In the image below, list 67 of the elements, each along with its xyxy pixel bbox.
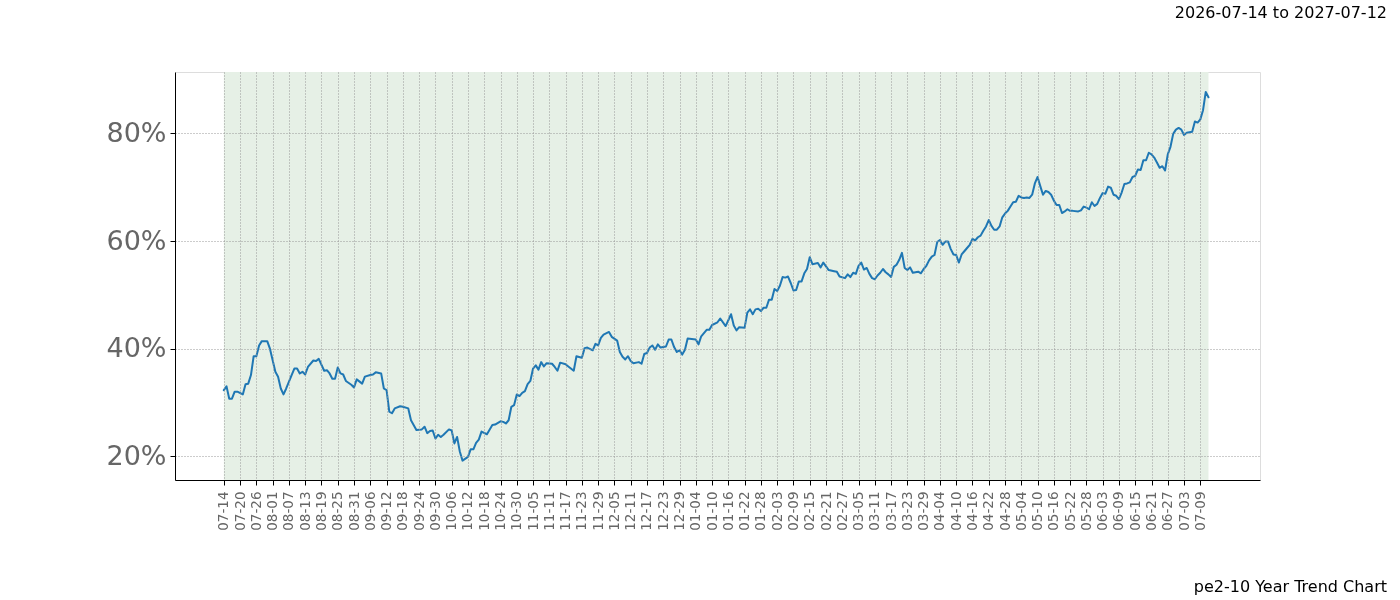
x-tick-label: 08-01 [264,491,281,531]
x-tick-label: 10-30 [508,491,525,531]
x-tick-label: 10-24 [492,491,508,531]
x-tick-label: 11-29 [589,491,606,531]
x-tick-label: 06-21 [1143,491,1159,531]
x-tick-label: 09-12 [378,491,395,531]
x-tick-label: 08-13 [296,491,313,531]
x-tick-label: 01-10 [703,491,720,531]
text: pe2-10 Year Trend Chart [1193,577,1387,596]
x-tick-label: 07-09 [1191,491,1208,531]
x-tick-label: 05-16 [1045,491,1062,531]
chart-title: 2026-07-14 to 2027-07-12 [1174,3,1387,22]
x-tick-label: 08-25 [329,491,346,531]
x-tick-label: 07-26 [247,491,264,531]
x-tick-label: 08-31 [345,491,362,531]
x-tick-label: 06-15 [1126,491,1143,531]
x-tick-label: 11-05 [524,491,541,531]
x-tick-label: 01-28 [752,491,769,531]
x-tick-label: 09-24 [410,491,427,531]
x-tick-label: 10-06 [443,491,460,531]
x-tick-label: 11-23 [573,491,590,531]
x-tick-label: 12-17 [638,491,655,531]
x-tick-label: 12-23 [654,491,671,531]
x-tick-label: 03-05 [850,491,867,531]
x-tick-label: 08-07 [280,491,297,531]
x-tick-label: 06-27 [1159,491,1176,531]
y-tick-label: 80% [106,116,167,148]
x-tick-label: 09-06 [361,491,378,531]
y-tick-label: 60% [106,224,167,256]
x-tick-label: 05-22 [1061,491,1078,531]
x-tick-label: 10-12 [459,491,476,531]
x-tick-label: 05-10 [1029,491,1046,531]
x-tick-label: 09-18 [394,491,411,531]
x-tick-label: 01-04 [687,491,704,531]
x-tick-label: 04-22 [980,491,997,531]
x-tick-label: 10-18 [475,491,492,531]
x-tick-label: 03-23 [898,491,915,531]
x-tick-label: 04-16 [963,491,980,531]
x-tick-label: 12-29 [671,491,688,531]
x-tick-label: 01-22 [736,491,753,531]
x-tick-label: 02-21 [817,491,834,531]
x-tick-label: 07-20 [231,491,248,531]
x-tick-label: 02-27 [833,491,850,531]
y-tick-label: 40% [106,332,167,364]
x-tick-label: 04-28 [996,491,1013,531]
x-tick-label: 05-04 [1012,491,1029,531]
x-tick-label: 02-15 [801,491,818,531]
x-tick-label: 01-16 [719,491,736,531]
x-tick-label: 06-03 [1094,491,1111,531]
x-tick-label: 07-03 [1175,491,1192,531]
x-tick-label: 11-11 [540,491,557,531]
x-tick-label: 04-04 [931,491,948,531]
x-tick-label: 03-17 [882,491,899,531]
x-tick-label: 12-11 [622,491,639,531]
x-tick-label: 11-17 [557,491,574,531]
x-tick-label: 02-03 [768,491,785,531]
x-tick-label: 08-19 [312,491,329,531]
x-tick-label: 06-09 [1110,491,1127,531]
y-tick-label: 20% [106,439,167,471]
x-tick-label: 03-11 [866,491,883,531]
x-tick-label: 05-28 [1077,491,1094,531]
x-tick-label: 02-09 [784,491,801,531]
x-tick-label: 04-10 [947,491,964,531]
x-tick-label: 03-29 [915,491,932,531]
x-tick-label: 09-30 [426,491,443,531]
x-tick-label: 12-05 [605,491,622,531]
x-tick-label: 07-14 [215,491,232,531]
